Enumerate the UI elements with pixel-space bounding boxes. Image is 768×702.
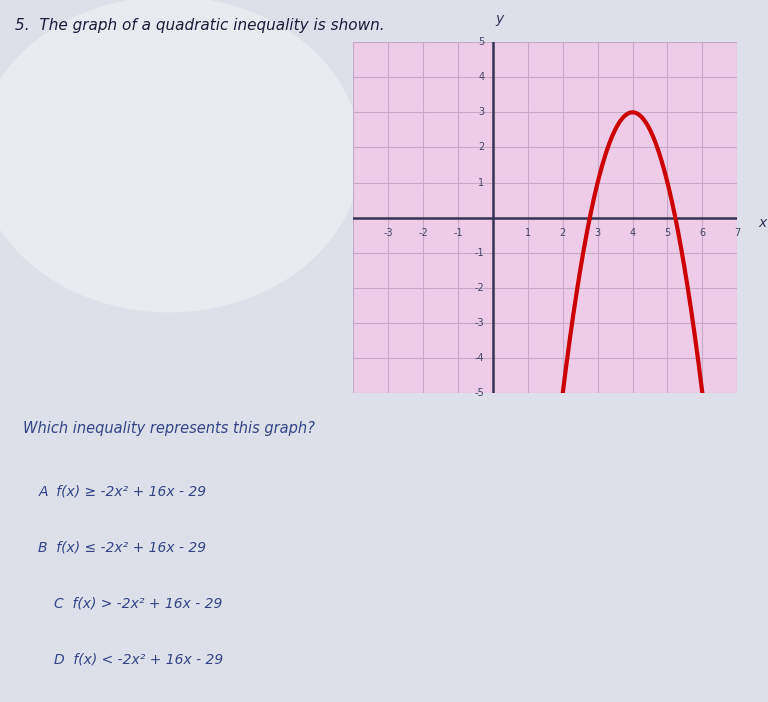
Text: -5: -5 [475,388,484,398]
Ellipse shape [0,0,361,312]
Text: 4: 4 [478,72,484,82]
Text: -2: -2 [419,228,428,238]
Text: B  f(x) ≤ -2x² + 16x - 29: B f(x) ≤ -2x² + 16x - 29 [38,541,207,555]
Text: 5.  The graph of a quadratic inequality is shown.: 5. The graph of a quadratic inequality i… [15,18,385,32]
Text: -1: -1 [475,248,484,258]
Text: -3: -3 [383,228,393,238]
Text: 7: 7 [734,228,740,238]
Text: 5: 5 [478,37,484,47]
Text: -2: -2 [475,283,484,293]
Text: D  f(x) < -2x² + 16x - 29: D f(x) < -2x² + 16x - 29 [54,653,223,667]
Text: 2: 2 [478,143,484,152]
Text: C  f(x) > -2x² + 16x - 29: C f(x) > -2x² + 16x - 29 [54,597,222,611]
Text: 6: 6 [700,228,706,238]
Text: 5: 5 [664,228,670,238]
Text: A  f(x) ≥ -2x² + 16x - 29: A f(x) ≥ -2x² + 16x - 29 [38,484,207,498]
Text: 3: 3 [478,107,484,117]
Text: 4: 4 [630,228,636,238]
Text: 1: 1 [525,228,531,238]
Text: 3: 3 [594,228,601,238]
Text: y: y [495,13,503,26]
Text: 2: 2 [560,228,566,238]
Text: 1: 1 [478,178,484,187]
Text: -1: -1 [453,228,463,238]
Text: -4: -4 [475,353,484,363]
Text: x: x [758,216,766,230]
Text: Which inequality represents this graph?: Which inequality represents this graph? [23,421,315,436]
Text: -3: -3 [475,318,484,328]
